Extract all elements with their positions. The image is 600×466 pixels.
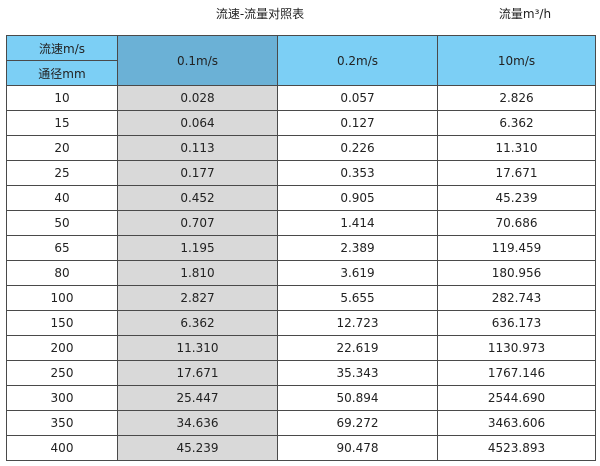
table-row: 80 1.810 3.619 180.956 bbox=[6, 260, 596, 286]
flow-cell: 0.028 bbox=[117, 85, 278, 111]
corner-velocity-label: 流速m/s bbox=[6, 35, 118, 61]
flow-cell: 6.362 bbox=[437, 110, 596, 136]
column-header: 0.2m/s bbox=[277, 35, 438, 86]
diameter-cell: 40 bbox=[6, 185, 118, 211]
table-row: 400 45.239 90.478 4523.893 bbox=[6, 435, 596, 461]
column-header: 0.1m/s bbox=[117, 35, 278, 86]
flow-cell: 34.636 bbox=[117, 410, 278, 436]
flow-cell: 17.671 bbox=[117, 360, 278, 386]
table-row: 250 17.671 35.343 1767.146 bbox=[6, 360, 596, 386]
flow-cell: 1.414 bbox=[277, 210, 438, 236]
flow-cell: 0.064 bbox=[117, 110, 278, 136]
flow-table: 流速m/s 0.1m/s 0.2m/s 10m/s 通径mm 10 0.028 0.… bbox=[6, 35, 596, 461]
unit-label: 流量m³/h bbox=[498, 7, 552, 21]
flow-cell: 0.113 bbox=[117, 135, 278, 161]
table-row: 50 0.707 1.414 70.686 bbox=[6, 210, 596, 236]
table-row: 25 0.177 0.353 17.671 bbox=[6, 160, 596, 186]
diameter-cell: 10 bbox=[6, 85, 118, 111]
table-row: 100 2.827 5.655 282.743 bbox=[6, 285, 596, 311]
table-row: 15 0.064 0.127 6.362 bbox=[6, 110, 596, 136]
diameter-cell: 65 bbox=[6, 235, 118, 261]
table-row: 300 25.447 50.894 2544.690 bbox=[6, 385, 596, 411]
diameter-cell: 250 bbox=[6, 360, 118, 386]
flow-cell: 0.127 bbox=[277, 110, 438, 136]
diameter-cell: 15 bbox=[6, 110, 118, 136]
flow-cell: 119.459 bbox=[437, 235, 596, 261]
flow-cell: 2544.690 bbox=[437, 385, 596, 411]
diameter-cell: 200 bbox=[6, 335, 118, 361]
diameter-cell: 150 bbox=[6, 310, 118, 336]
table-row: 350 34.636 69.272 3463.606 bbox=[6, 410, 596, 436]
flow-cell: 636.173 bbox=[437, 310, 596, 336]
flow-cell: 282.743 bbox=[437, 285, 596, 311]
flow-cell: 1.810 bbox=[117, 260, 278, 286]
header-row: 通径mm bbox=[6, 60, 596, 86]
flow-cell: 45.239 bbox=[437, 185, 596, 211]
flow-cell: 12.723 bbox=[277, 310, 438, 336]
diameter-cell: 20 bbox=[6, 135, 118, 161]
flow-cell: 1130.973 bbox=[437, 335, 596, 361]
flow-cell: 69.272 bbox=[277, 410, 438, 436]
table-row: 10 0.028 0.057 2.826 bbox=[6, 85, 596, 111]
flow-cell: 3.619 bbox=[277, 260, 438, 286]
diameter-cell: 400 bbox=[6, 435, 118, 461]
diameter-cell: 300 bbox=[6, 385, 118, 411]
corner-diameter-label: 通径mm bbox=[6, 60, 118, 86]
flow-cell: 1.195 bbox=[117, 235, 278, 261]
flow-cell: 22.619 bbox=[277, 335, 438, 361]
flow-cell: 5.655 bbox=[277, 285, 438, 311]
flow-cell: 0.057 bbox=[277, 85, 438, 111]
table-row: 65 1.195 2.389 119.459 bbox=[6, 235, 596, 261]
flow-cell: 6.362 bbox=[117, 310, 278, 336]
table-row: 150 6.362 12.723 636.173 bbox=[6, 310, 596, 336]
flow-cell: 4523.893 bbox=[437, 435, 596, 461]
header-row: 流速m/s 0.1m/s 0.2m/s 10m/s bbox=[6, 35, 596, 86]
flow-cell: 90.478 bbox=[277, 435, 438, 461]
diameter-cell: 80 bbox=[6, 260, 118, 286]
flow-cell: 2.389 bbox=[277, 235, 438, 261]
flow-cell: 45.239 bbox=[117, 435, 278, 461]
flow-cell: 0.707 bbox=[117, 210, 278, 236]
flow-cell: 0.905 bbox=[277, 185, 438, 211]
table-row: 20 0.113 0.226 11.310 bbox=[6, 135, 596, 161]
flow-cell: 50.894 bbox=[277, 385, 438, 411]
diameter-cell: 350 bbox=[6, 410, 118, 436]
flow-cell: 70.686 bbox=[437, 210, 596, 236]
flow-cell: 1767.146 bbox=[437, 360, 596, 386]
flow-cell: 180.956 bbox=[437, 260, 596, 286]
flow-cell: 2.826 bbox=[437, 85, 596, 111]
diameter-cell: 25 bbox=[6, 160, 118, 186]
flow-cell: 2.827 bbox=[117, 285, 278, 311]
flow-cell: 35.343 bbox=[277, 360, 438, 386]
diameter-cell: 100 bbox=[6, 285, 118, 311]
table-title: 流速-流量对照表 bbox=[215, 7, 305, 21]
flow-cell: 3463.606 bbox=[437, 410, 596, 436]
table-row: 200 11.310 22.619 1130.973 bbox=[6, 335, 596, 361]
table-row: 40 0.452 0.905 45.239 bbox=[6, 185, 596, 211]
diameter-cell: 50 bbox=[6, 210, 118, 236]
flow-cell: 11.310 bbox=[117, 335, 278, 361]
flow-cell: 0.452 bbox=[117, 185, 278, 211]
flow-cell: 0.177 bbox=[117, 160, 278, 186]
flow-cell: 25.447 bbox=[117, 385, 278, 411]
column-header: 10m/s bbox=[437, 35, 596, 86]
flow-cell: 0.226 bbox=[277, 135, 438, 161]
flow-cell: 0.353 bbox=[277, 160, 438, 186]
flow-cell: 17.671 bbox=[437, 160, 596, 186]
flow-cell: 11.310 bbox=[437, 135, 596, 161]
